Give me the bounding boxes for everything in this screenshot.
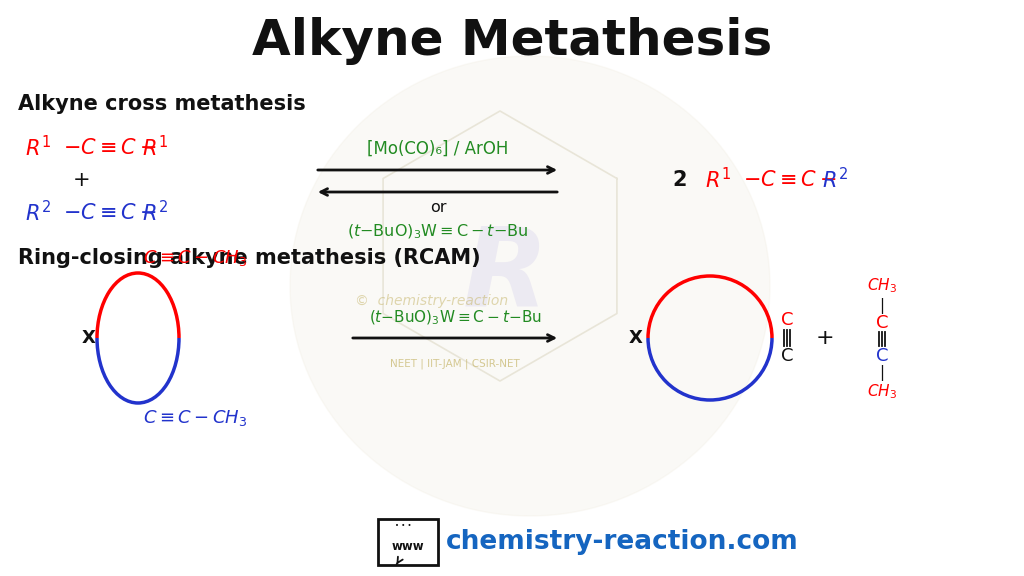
Text: |: | — [880, 365, 885, 381]
Text: R: R — [462, 222, 548, 329]
Text: [Mo(CO)₆] / ArOH: [Mo(CO)₆] / ArOH — [368, 140, 509, 158]
Text: X: X — [82, 329, 96, 347]
Text: ©  chemistry-reaction: © chemistry-reaction — [355, 294, 508, 308]
Text: $CH_3$: $CH_3$ — [867, 276, 897, 295]
Text: $C{\equiv}C-CH_3$: $C{\equiv}C-CH_3$ — [143, 408, 248, 428]
Text: $(\mathit{t}\mathrm{-BuO)_3W{\equiv}C-}\mathit{t}\mathrm{-Bu}$: $(\mathit{t}\mathrm{-BuO)_3W{\equiv}C-}\… — [347, 223, 528, 241]
Text: C: C — [876, 314, 888, 332]
Text: Ring-closing alkyne metathesis (RCAM): Ring-closing alkyne metathesis (RCAM) — [18, 248, 480, 268]
Text: $R^1$: $R^1$ — [705, 168, 731, 192]
Text: $R^2$: $R^2$ — [142, 200, 168, 226]
Text: chemistry-reaction.com: chemistry-reaction.com — [446, 529, 799, 555]
Text: $R^2$: $R^2$ — [822, 168, 848, 192]
Text: www: www — [392, 540, 424, 552]
Text: $-C{\equiv}C-$: $-C{\equiv}C-$ — [63, 138, 157, 158]
Text: Alkyne Metathesis: Alkyne Metathesis — [252, 17, 772, 65]
Text: $C{\equiv}C-CH_3$: $C{\equiv}C-CH_3$ — [143, 248, 248, 268]
Text: • • •: • • • — [395, 523, 412, 529]
Text: C: C — [876, 347, 888, 365]
FancyBboxPatch shape — [378, 519, 438, 565]
Text: $R^1$: $R^1$ — [142, 135, 168, 161]
Text: $-C{\equiv}C-$: $-C{\equiv}C-$ — [743, 170, 837, 190]
Text: or: or — [430, 200, 446, 215]
Text: $(\mathit{t}\mathrm{-BuO)_3W{\equiv}C-}\mathit{t}\mathrm{-Bu}$: $(\mathit{t}\mathrm{-BuO)_3W{\equiv}C-}\… — [369, 309, 542, 327]
Text: $-C{\equiv}C-$: $-C{\equiv}C-$ — [63, 203, 157, 223]
Text: $CH_3$: $CH_3$ — [867, 382, 897, 401]
Text: +: + — [816, 328, 835, 348]
Text: |: | — [880, 298, 885, 314]
Text: NEET | IIT-JAM | CSIR-NET: NEET | IIT-JAM | CSIR-NET — [390, 359, 520, 369]
Text: X: X — [629, 329, 643, 347]
Text: $R^2$: $R^2$ — [25, 200, 51, 226]
Text: C: C — [780, 311, 794, 329]
Ellipse shape — [290, 56, 770, 516]
Text: 2: 2 — [672, 170, 686, 190]
Text: $R^1$: $R^1$ — [25, 135, 51, 161]
Text: Alkyne cross metathesis: Alkyne cross metathesis — [18, 94, 306, 114]
Text: C: C — [780, 347, 794, 365]
Text: +: + — [73, 170, 91, 190]
